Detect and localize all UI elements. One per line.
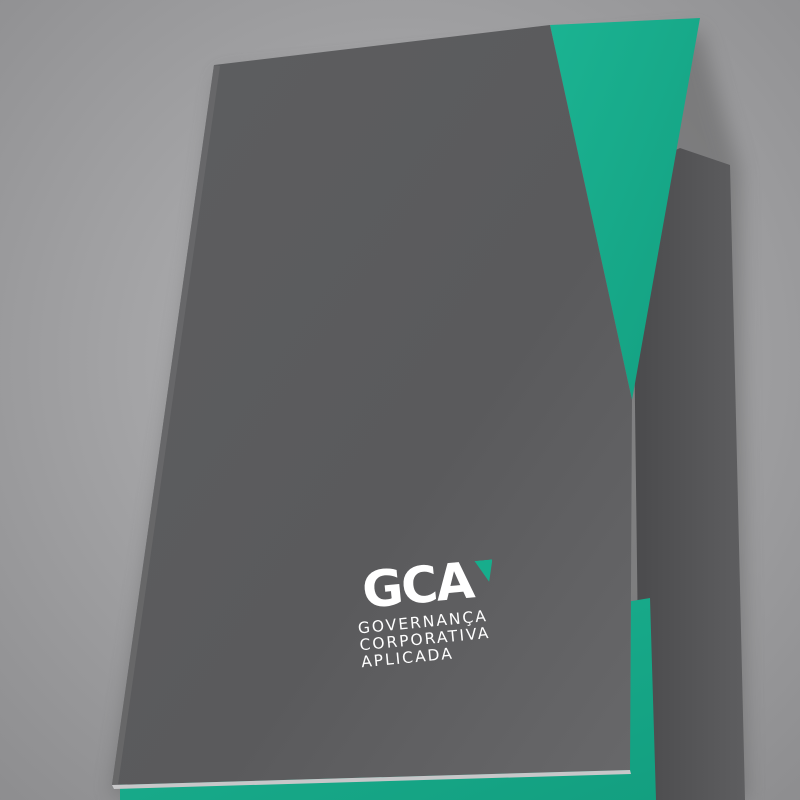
logo-mark-text: GCA bbox=[359, 551, 476, 620]
green-flap bbox=[550, 18, 700, 400]
folder-inner-panel bbox=[632, 148, 745, 800]
cover-edge-highlight bbox=[112, 65, 220, 785]
logo-wordmark: GCA bbox=[359, 551, 497, 620]
logo-accent-triangle bbox=[474, 559, 494, 583]
cover-bottom-edge bbox=[112, 770, 631, 789]
folder-front-cover bbox=[112, 25, 632, 785]
gca-logo: GCA GOVERNANÇA CORPORATIVA APLICADA bbox=[357, 551, 502, 671]
